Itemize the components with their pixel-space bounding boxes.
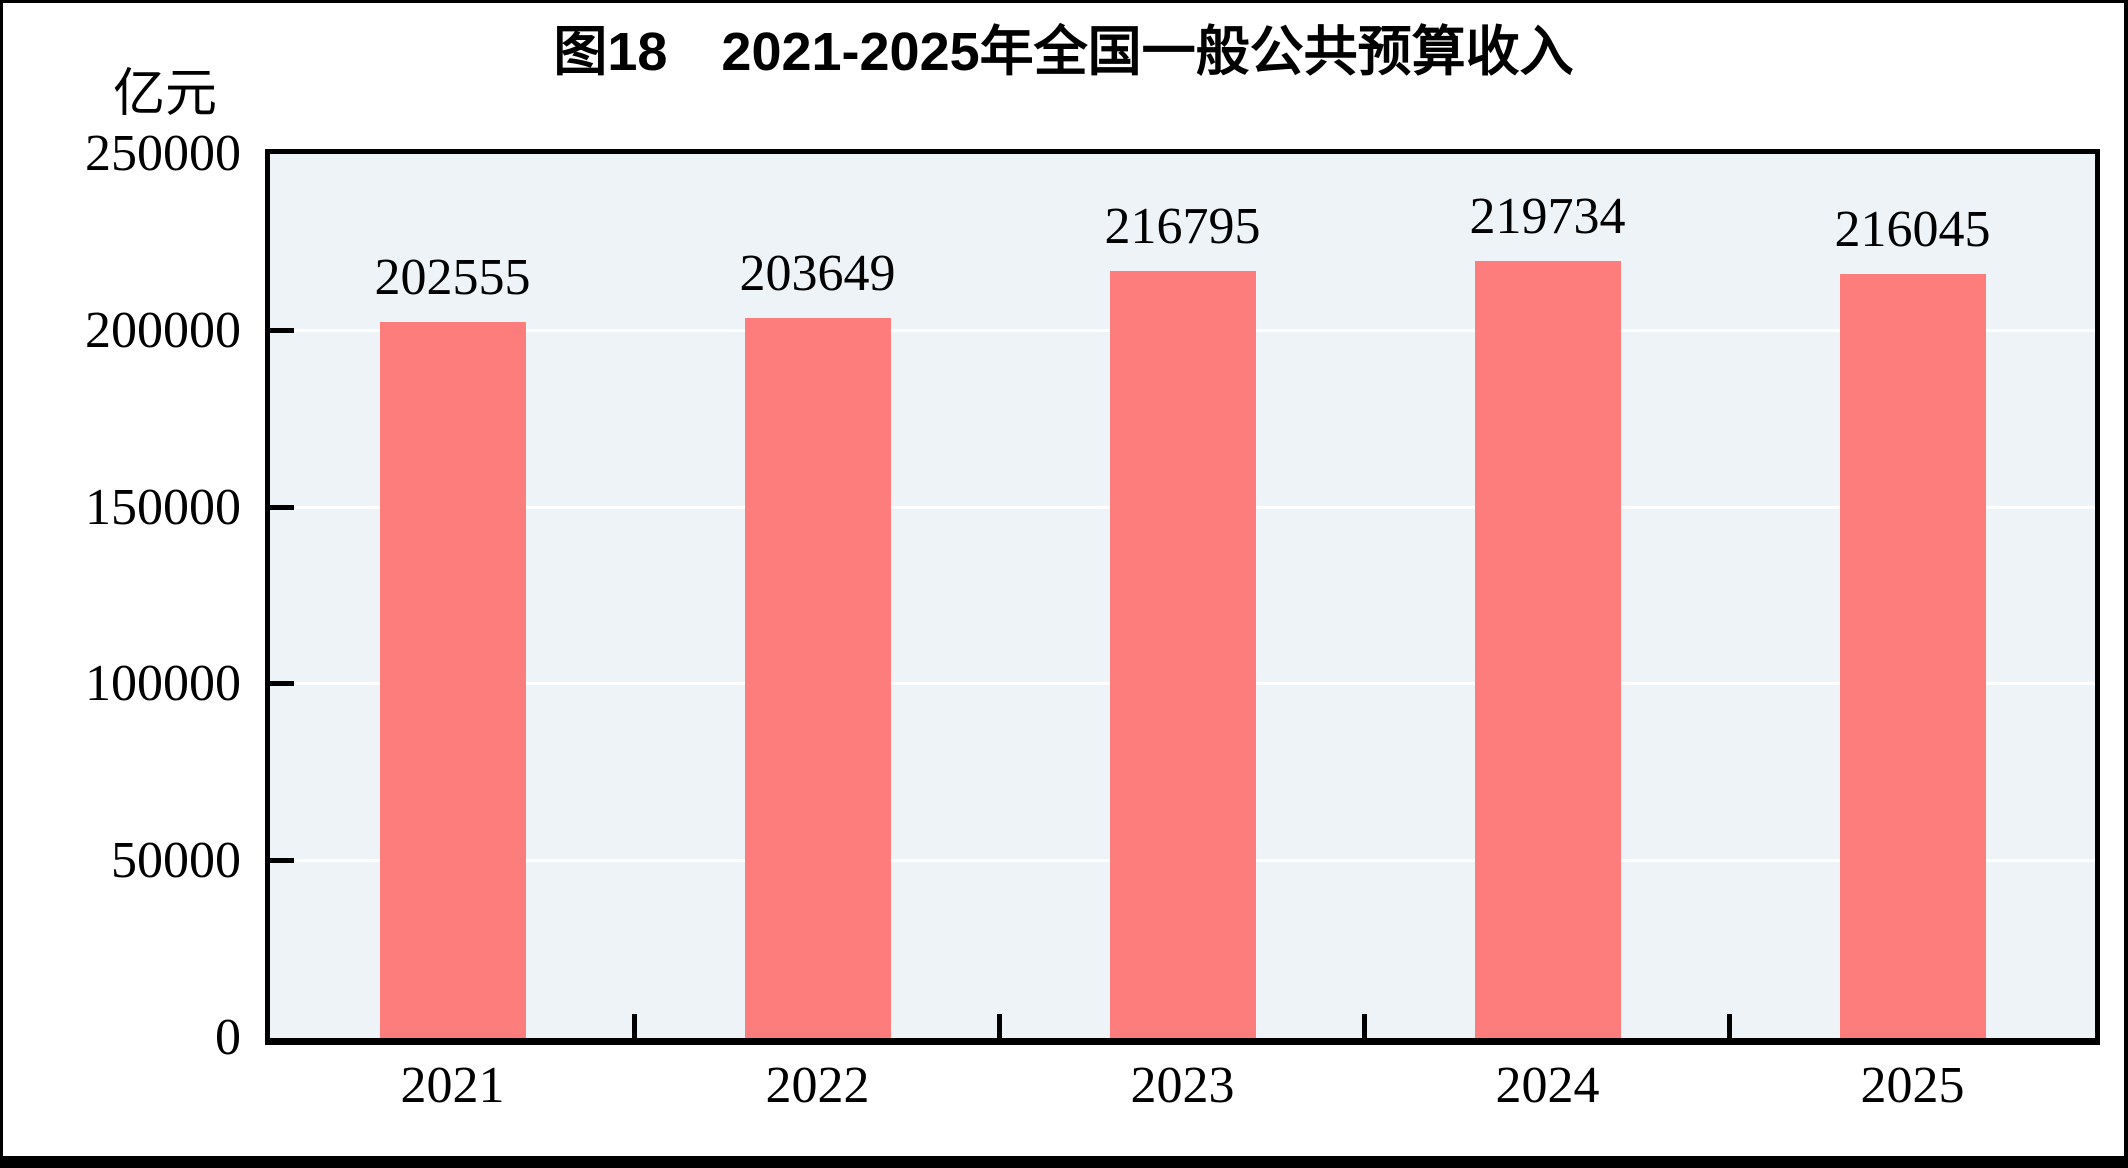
- y-tick-label: 150000: [85, 478, 241, 536]
- bar-2022: [744, 317, 891, 1038]
- y-axis-unit-label: 亿元: [113, 66, 218, 123]
- y-tick-label: 50000: [111, 832, 241, 890]
- plot-area: 202555 203649 216795 219734 216045: [265, 149, 2100, 1045]
- y-tick-label: 100000: [85, 655, 241, 713]
- x-tick-label: 2022: [765, 1057, 870, 1114]
- y-axis-labels: 250000 200000 150000 100000 50000 0: [3, 3, 241, 1156]
- y-tick-label: 0: [215, 1009, 241, 1066]
- y-tick-label: 250000: [85, 125, 241, 182]
- x-tick-mark: [1362, 1014, 1367, 1038]
- bars-container: 202555 203649 216795 219734 216045: [270, 154, 2095, 1038]
- bar-2023: [1109, 271, 1256, 1038]
- y-tick-mark: [270, 327, 294, 333]
- x-tick-label: 2021: [400, 1057, 505, 1114]
- bar-column-2022: 203649: [635, 154, 1000, 1038]
- bar-column-2024: 219734: [1365, 154, 1730, 1038]
- x-axis-labels: 2021 2022 2023 2024 2025: [270, 1053, 2095, 1119]
- bar-column-2021: 202555: [270, 154, 635, 1038]
- x-tick-mark: [632, 1014, 637, 1038]
- chart-title: 图18 2021-2025年全国一般公共预算收入: [553, 22, 1574, 82]
- bar-value-label: 219734: [1469, 188, 1626, 246]
- bar-2021: [379, 321, 526, 1038]
- x-tick-label: 2023: [1130, 1057, 1235, 1114]
- y-tick-label: 200000: [85, 301, 241, 359]
- y-tick-mark: [270, 504, 294, 510]
- bar-2024: [1474, 261, 1621, 1038]
- bar-value-label: 203649: [739, 244, 896, 302]
- x-tick-label: 2024: [1495, 1057, 1600, 1114]
- bar-value-label: 216795: [1104, 198, 1261, 256]
- x-tick-mark: [997, 1014, 1002, 1038]
- bar-column-2023: 216795: [1000, 154, 1365, 1038]
- bar-value-label: 202555: [374, 248, 531, 306]
- y-tick-mark: [270, 681, 294, 687]
- x-tick-mark: [1727, 1014, 1732, 1038]
- y-tick-mark: [270, 858, 294, 864]
- bar-column-2025: 216045: [1730, 154, 2095, 1038]
- x-tick-label: 2025: [1860, 1057, 1965, 1114]
- bar-value-label: 216045: [1834, 201, 1991, 259]
- bar-2025: [1839, 274, 1986, 1038]
